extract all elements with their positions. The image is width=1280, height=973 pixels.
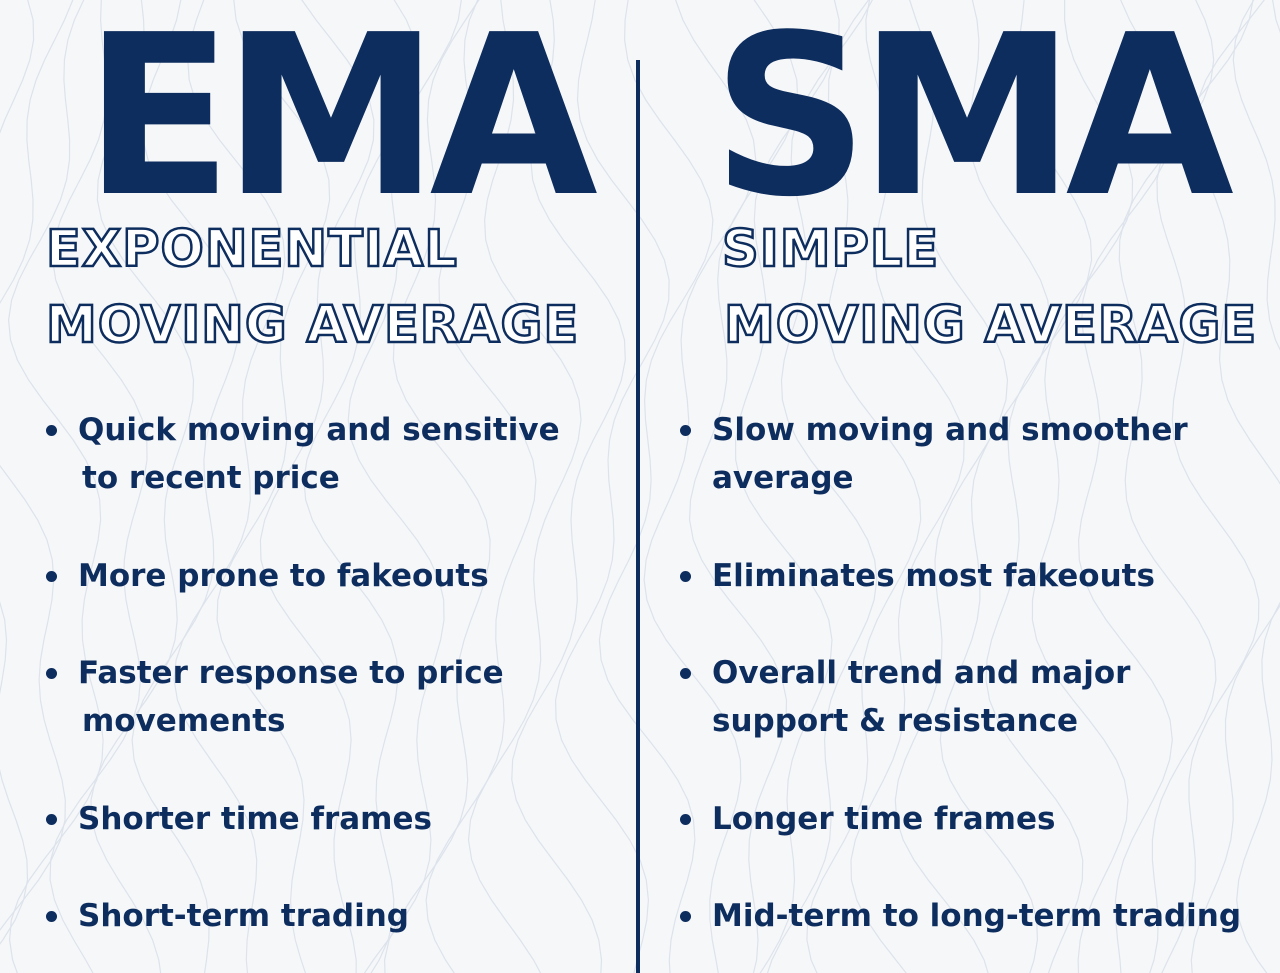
ema-point-3-line1: Faster response to price (78, 655, 504, 691)
bullet-dot-icon (46, 425, 57, 436)
contour-line (1118, 0, 1217, 973)
contour-line (598, 0, 714, 973)
contour-line (131, 0, 241, 973)
contour-line (554, 0, 670, 973)
bullet-dot-icon (46, 911, 57, 922)
contour-line (347, 0, 462, 973)
sma-title: SMA (712, 0, 1234, 246)
contour-line (985, 0, 1093, 973)
sma-column: SMA SIMPLE MOVING AVERAGE Slow moving an… (640, 0, 1280, 973)
sma-point-3-line1: Overall trend and major (712, 655, 1131, 691)
bullet-dot-icon (680, 911, 691, 922)
bullet-dot-icon (46, 571, 57, 582)
ema-subtitle-line2: MOVING AVERAGE (45, 296, 580, 355)
contour-line (643, 0, 757, 973)
contour-line (766, 0, 878, 973)
bullet-dot-icon (680, 425, 691, 436)
contour-line (425, 0, 537, 973)
contour-line (90, 0, 195, 973)
ema-column: EMA EXPONENTIAL MOVING AVERAGE Quick mov… (0, 0, 636, 973)
contour-line (303, 0, 419, 973)
ema-point-3-line2: movements (82, 703, 286, 739)
ema-subtitle-line1: EXPONENTIAL (45, 220, 458, 279)
contour-line (939, 0, 1051, 973)
bullet-dot-icon (46, 814, 57, 825)
contour-line (216, 0, 331, 973)
contour-line (0, 0, 74, 931)
contour-line (259, 0, 375, 973)
ema-point-1-line1: Quick moving and sensitive (78, 412, 560, 448)
bullet-dot-icon (46, 668, 57, 679)
ema-point-4-line1: Shorter time frames (78, 801, 432, 837)
contour-line (1031, 0, 1134, 973)
bullet-dot-icon (680, 571, 691, 582)
contour-line (850, 0, 965, 973)
column-divider (636, 60, 640, 973)
sma-subtitle-line1: SIMPLE (721, 220, 940, 279)
contour-line (1232, 0, 1280, 973)
contour-line (806, 0, 922, 973)
contour-line (734, 0, 840, 973)
contour-line (7, 0, 104, 973)
contour-line (894, 0, 1009, 973)
contour-line (0, 0, 35, 945)
ema-point-1-line2: to recent price (82, 460, 340, 496)
sma-point-1-line1: Slow moving and smoother (712, 412, 1188, 448)
contour-line (467, 0, 582, 973)
contour-line (49, 0, 148, 973)
contour-line (511, 0, 626, 973)
sma-point-5-line1: Mid-term to long-term trading (712, 898, 1242, 934)
ema-point-2-line1: More prone to fakeouts (78, 558, 489, 594)
ema-title: EMA (84, 0, 598, 246)
contour-line (688, 0, 799, 973)
ema-bullet-list: Quick moving and sensitive to recent pri… (0, 0, 636, 973)
bullet-dot-icon (680, 668, 691, 679)
bullet-dot-icon (680, 814, 691, 825)
sma-point-4-line1: Longer time frames (712, 801, 1056, 837)
sma-point-3-line2: support & resistance (712, 703, 1078, 739)
contour-line (173, 0, 286, 973)
sma-bullet-list: Slow moving and smoother average Elimina… (640, 0, 1280, 973)
ema-point-5-line1: Short-term trading (78, 898, 409, 934)
sma-point-2-line1: Eliminates most fakeouts (712, 558, 1155, 594)
contour-line (1156, 0, 1260, 973)
contour-line (1190, 0, 1280, 973)
sma-point-1-line2: average (712, 460, 854, 496)
sma-subtitle-line2: MOVING AVERAGE (723, 296, 1258, 355)
